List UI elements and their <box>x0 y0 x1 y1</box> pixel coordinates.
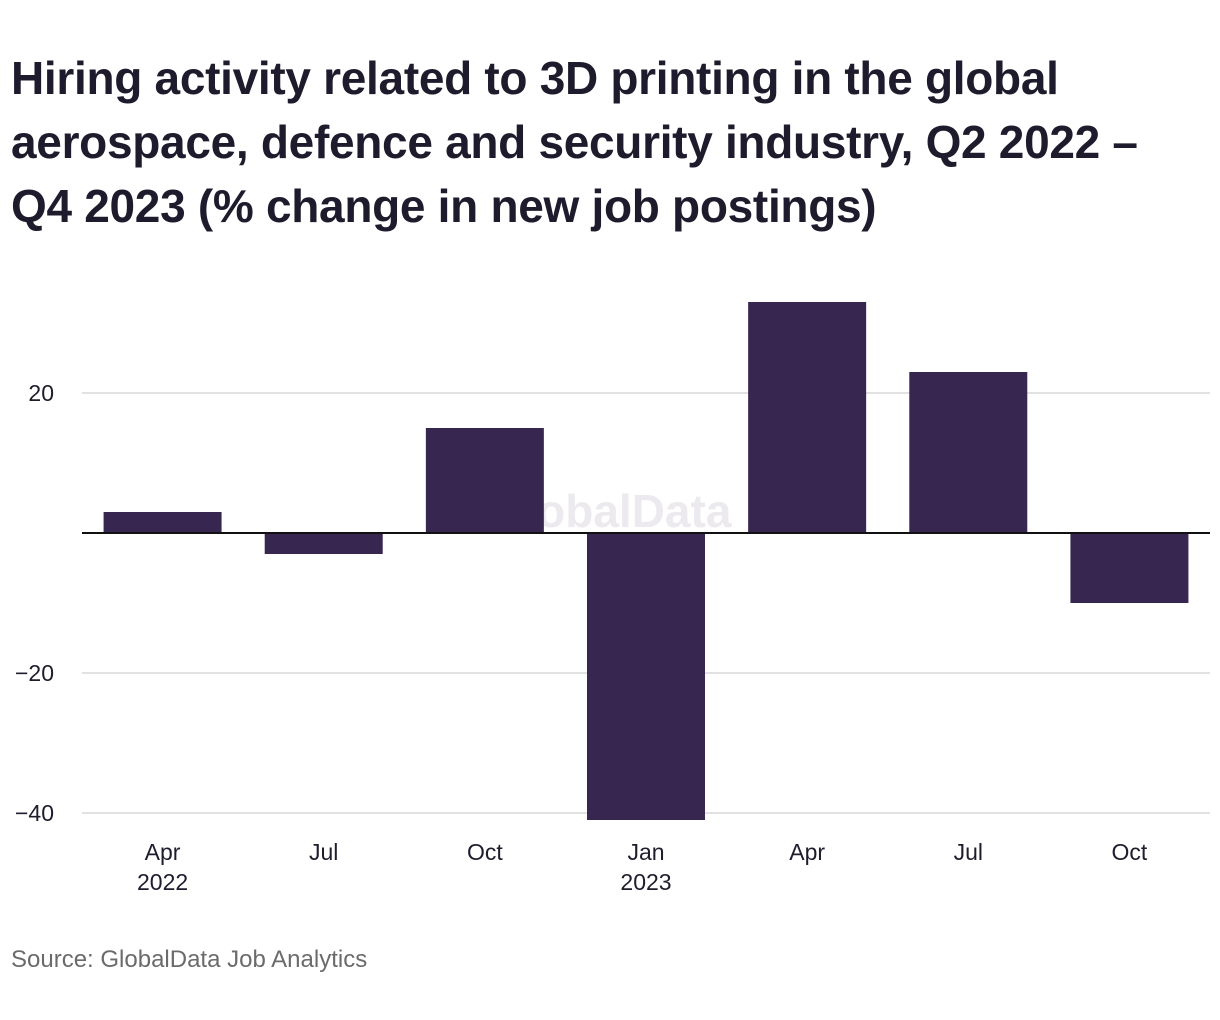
x-axis-ticks: Apr 2022 Jul Oct Jan 2023 Apr Jul Oct <box>137 839 1148 895</box>
y-tick-label: −20 <box>15 660 54 686</box>
x-tick-label: Jan <box>627 839 664 865</box>
x-tick-label: Jul <box>954 839 983 865</box>
x-tick-label: Jul <box>309 839 338 865</box>
y-axis-ticks: 20 −20 −40 <box>15 380 54 826</box>
y-tick-label: 20 <box>28 380 54 406</box>
source-note: Source: GlobalData Job Analytics <box>11 946 368 973</box>
y-tick-label: −40 <box>15 800 54 826</box>
bar-oct-2022 <box>425 428 544 533</box>
x-tick-label: Oct <box>467 839 503 865</box>
bar-oct-2023 <box>1070 533 1189 603</box>
chart-title: Hiring activity related to 3D printing i… <box>11 52 1138 232</box>
bar-apr-2022 <box>103 512 222 533</box>
x-tick-label: Oct <box>1112 839 1148 865</box>
x-tick-year-label: 2022 <box>137 869 188 895</box>
bar-apr-2023 <box>748 302 867 533</box>
bar-jul-2022 <box>264 533 383 554</box>
bar-jul-2023 <box>909 372 1028 533</box>
x-tick-label: Apr <box>145 839 181 865</box>
bars <box>103 302 1189 820</box>
x-tick-label: Apr <box>789 839 825 865</box>
x-tick-year-label: 2023 <box>620 869 671 895</box>
bar-jan-2023 <box>587 533 705 820</box>
